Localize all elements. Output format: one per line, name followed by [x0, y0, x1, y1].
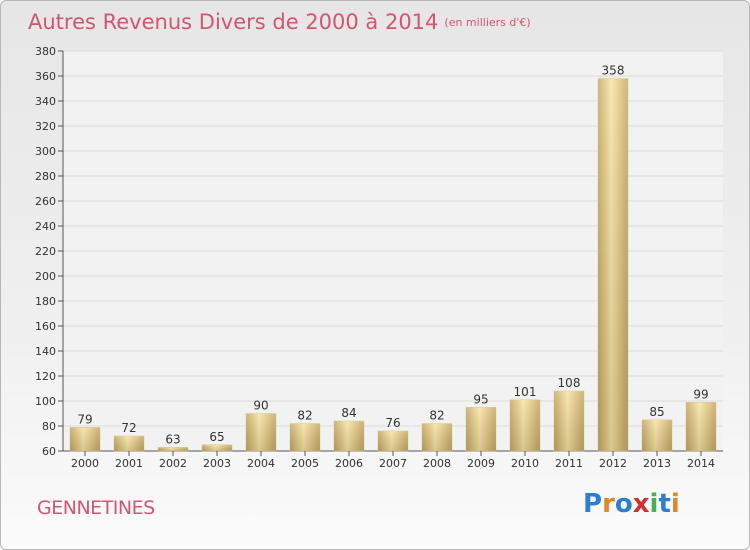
data-label: 79 [77, 412, 92, 426]
bar-shade [114, 436, 144, 451]
bar-shade [378, 431, 408, 451]
logo-letter: t [658, 489, 671, 519]
x-tick-label: 2012 [599, 457, 627, 470]
bar-shade [554, 391, 584, 451]
data-label: 85 [649, 405, 664, 419]
y-tick-label: 300 [35, 145, 56, 158]
y-tick-label: 160 [35, 320, 56, 333]
x-tick-label: 2010 [511, 457, 539, 470]
y-tick-label: 100 [35, 395, 56, 408]
bar-shade [246, 413, 276, 451]
data-label: 99 [693, 387, 708, 401]
bar-shade [642, 419, 672, 451]
y-tick-label: 200 [35, 270, 56, 283]
x-tick-label: 2007 [379, 457, 407, 470]
proxiti-logo: Proxiti [583, 489, 680, 519]
x-tick-label: 2004 [247, 457, 275, 470]
chart-title: Autres Revenus Divers de 2000 à 2014 (en … [28, 10, 531, 34]
x-tick-label: 2000 [71, 457, 99, 470]
bar-shade [158, 447, 188, 451]
x-tick-label: 2014 [687, 457, 715, 470]
bar-shade [202, 444, 232, 451]
data-label: 101 [514, 385, 537, 399]
y-tick-label: 320 [35, 120, 56, 133]
bar-shade [290, 423, 320, 451]
x-tick-label: 2002 [159, 457, 187, 470]
logo-letter: P [583, 489, 603, 519]
y-tick-label: 120 [35, 370, 56, 383]
x-tick-label: 2011 [555, 457, 583, 470]
data-label: 84 [341, 406, 356, 420]
y-tick-label: 260 [35, 195, 56, 208]
bar-shade [70, 427, 100, 451]
logo-letter: o [614, 489, 633, 519]
data-label: 72 [121, 421, 136, 435]
y-tick-label: 140 [35, 345, 56, 358]
x-tick-label: 2003 [203, 457, 231, 470]
commune-label: GENNETINES [37, 497, 155, 519]
y-tick-label: 180 [35, 295, 56, 308]
y-tick-label: 220 [35, 245, 56, 258]
y-tick-label: 340 [35, 95, 56, 108]
y-tick-label: 80 [42, 420, 56, 433]
y-tick-label: 380 [35, 45, 56, 58]
logo-letter: r [602, 489, 615, 519]
x-tick-label: 2013 [643, 457, 671, 470]
data-label: 76 [385, 416, 400, 430]
x-tick-label: 2009 [467, 457, 495, 470]
y-tick-label: 240 [35, 220, 56, 233]
y-tick-label: 360 [35, 70, 56, 83]
bar-shade [334, 421, 364, 451]
logo-letter: x [632, 489, 650, 519]
bar-shade [422, 423, 452, 451]
x-tick-label: 2006 [335, 457, 363, 470]
bar-shade [598, 78, 628, 451]
bar-shade [686, 402, 716, 451]
data-label: 108 [558, 376, 581, 390]
chart-title-text: Autres Revenus Divers de 2000 à 2014 [28, 10, 439, 34]
data-label: 63 [165, 432, 180, 446]
x-tick-label: 2008 [423, 457, 451, 470]
logo-letter: i [649, 489, 659, 519]
data-label: 90 [253, 399, 268, 413]
bar-shade [466, 407, 496, 451]
y-tick-label: 60 [42, 445, 56, 458]
chart-unit: (en milliers d'€) [444, 16, 531, 29]
data-label: 65 [209, 430, 224, 444]
data-label: 358 [602, 64, 625, 78]
logo-letter: i [670, 489, 680, 519]
data-label: 82 [297, 409, 312, 423]
x-tick-label: 2005 [291, 457, 319, 470]
data-label: 95 [473, 392, 488, 406]
y-tick-label: 280 [35, 170, 56, 183]
bar-shade [510, 399, 540, 451]
x-tick-label: 2001 [115, 457, 143, 470]
data-label: 82 [429, 409, 444, 423]
